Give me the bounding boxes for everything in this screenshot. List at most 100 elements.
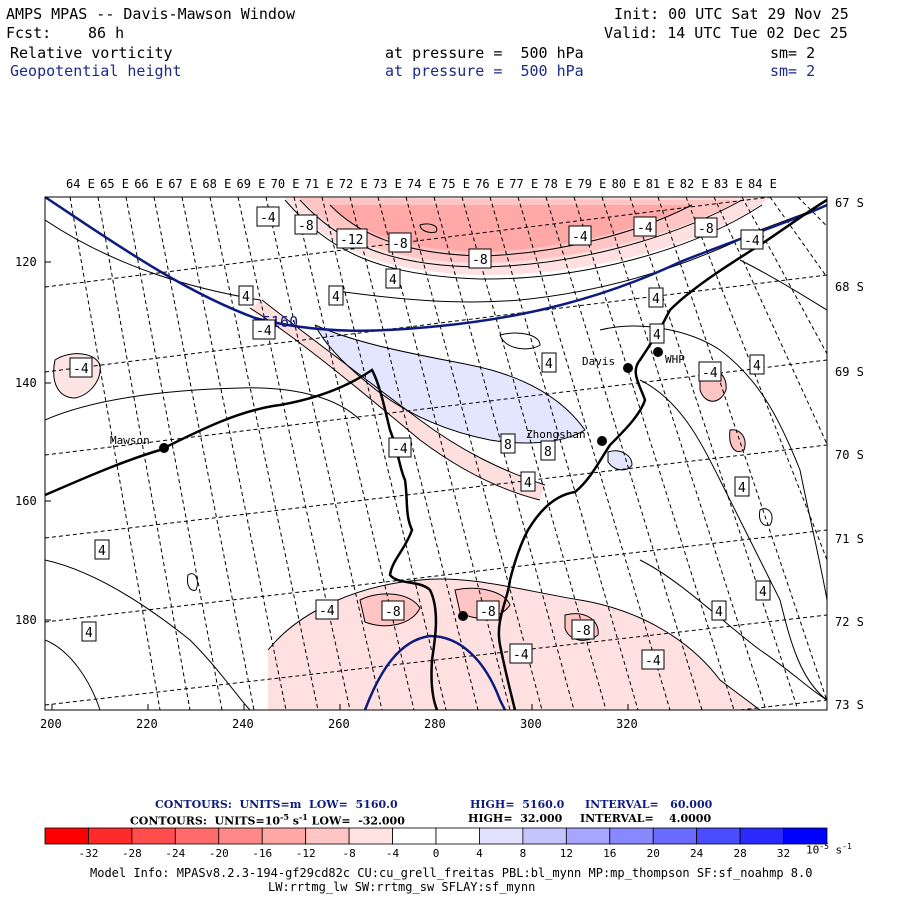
latitude-label: 71 S bbox=[835, 532, 864, 546]
colorbar-swatch bbox=[739, 827, 784, 845]
vorticity-label: -4 bbox=[572, 230, 588, 245]
vorticity-label: 4 bbox=[738, 481, 746, 496]
latitude-label: 68 S bbox=[835, 280, 864, 294]
field2-level: at pressure = 500 hPa bbox=[385, 62, 584, 80]
vorticity-label: -8 bbox=[385, 605, 401, 620]
colorbar-unit-s: s bbox=[828, 843, 843, 857]
x-tick-label: 280 bbox=[424, 717, 446, 730]
longitude-label: 74 E bbox=[407, 177, 436, 191]
longitude-label: 76 E bbox=[475, 177, 504, 191]
vorticity-label: 4 bbox=[85, 626, 93, 641]
vorticity-label: 4 bbox=[389, 273, 397, 288]
vorticity-shade-neg bbox=[250, 300, 545, 500]
valid-time: Valid: 14 UTC Tue 02 Dec 25 bbox=[604, 24, 848, 42]
vorticity-label: 4 bbox=[652, 292, 660, 307]
colorbar-swatch bbox=[392, 827, 437, 845]
model-info-line2: LW:rrtmg_lw SW:rrtmg_sw SFLAY:sf_mynn bbox=[268, 880, 536, 894]
field1-level: at pressure = 500 hPa bbox=[385, 44, 584, 62]
colorbar-swatch bbox=[348, 827, 393, 845]
forecast-hour: 86 h bbox=[88, 24, 125, 42]
longitude-label: 80 E bbox=[612, 177, 641, 191]
station-marker-zhongshan bbox=[597, 436, 607, 446]
colorbar-tick-label: -28 bbox=[122, 847, 142, 860]
vorticity-label-box bbox=[94, 539, 110, 560]
vorticity-label: 4 bbox=[98, 544, 106, 559]
longitude-label: 65 E bbox=[100, 177, 129, 191]
colorbar-tick-label: -12 bbox=[296, 847, 316, 860]
vorticity-low: LOW= -32.000 bbox=[307, 814, 405, 828]
vorticity-label: -4 bbox=[637, 221, 653, 236]
vorticity-label-box bbox=[381, 600, 405, 621]
coastline bbox=[498, 644, 517, 710]
vorticity-label: 4 bbox=[715, 605, 723, 620]
vorticity-units-exp: -5 bbox=[280, 812, 289, 822]
longitude-labels: 64 E 65 E 66 E 67 E 68 E 69 E 70 E 71 E 72 E 73 E… bbox=[66, 177, 777, 191]
vorticity-label-box bbox=[694, 217, 718, 238]
vorticity-label: 4 bbox=[242, 290, 250, 305]
vorticity-label: -4 bbox=[513, 648, 529, 663]
station-marker-inland bbox=[458, 611, 468, 621]
vorticity-label-box bbox=[328, 285, 344, 306]
field2-name: Geopotential height bbox=[10, 62, 182, 80]
latitude-labels: 67 S 68 S 69 S 70 S 71 S 72 S 73 S bbox=[835, 196, 864, 712]
colorbar-tick-label: 4 bbox=[476, 847, 483, 860]
vorticity-shade-pos bbox=[608, 450, 632, 470]
field1-name: Relative vorticity bbox=[10, 44, 173, 62]
latitude-label: 70 S bbox=[835, 448, 864, 462]
map-title: AMPS MPAS -- Davis-Mawson Window bbox=[6, 5, 295, 23]
colorbar-tick-label: 32 bbox=[777, 847, 790, 860]
colorbar-tick-label: -4 bbox=[386, 847, 400, 860]
vorticity-label-box bbox=[740, 229, 764, 250]
vorticity-label: -8 bbox=[298, 219, 314, 234]
vorticity-label-box bbox=[69, 357, 93, 378]
colorbar-swatch bbox=[131, 827, 176, 845]
longitude-label: 73 E bbox=[373, 177, 402, 191]
height-contour-units: CONTOURS: UNITS=m LOW= 5160.0 bbox=[155, 798, 398, 811]
colorbar-tick-label: -20 bbox=[209, 847, 229, 860]
vorticity-label-box bbox=[541, 352, 557, 373]
longitude-label: 79 E bbox=[578, 177, 607, 191]
vorticity-label-box bbox=[734, 476, 750, 497]
colorbar-swatch bbox=[261, 827, 307, 845]
vorticity-label: 4 bbox=[759, 585, 767, 600]
longitude-label: 71 E bbox=[305, 177, 334, 191]
height-contour-interval: INTERVAL= 60.000 bbox=[585, 798, 713, 811]
colorbar-tick-label: 24 bbox=[690, 847, 704, 860]
vorticity-label-box bbox=[476, 600, 500, 621]
longitude-label: 72 E bbox=[339, 177, 368, 191]
colorbar-tick-label: -8 bbox=[342, 847, 355, 860]
longitude-label: 66 E bbox=[134, 177, 163, 191]
graticule bbox=[45, 197, 827, 710]
vorticity-label-box bbox=[81, 621, 97, 642]
colorbar-unit-base: 10 bbox=[806, 843, 820, 857]
vorticity-label: 4 bbox=[753, 359, 761, 374]
latitude-label: 67 S bbox=[835, 196, 864, 210]
x-tick-label: 300 bbox=[520, 717, 542, 730]
field1-smoothing: sm= 2 bbox=[770, 44, 816, 62]
station-marker-davis bbox=[623, 363, 633, 373]
latitude-label: 72 S bbox=[835, 615, 864, 629]
longitude-label: 64 E bbox=[66, 177, 95, 191]
vorticity-label: -4 bbox=[260, 211, 276, 226]
vorticity-label: 4 bbox=[545, 357, 553, 372]
vorticity-shade-neg bbox=[729, 429, 746, 452]
longitude-label: 67 E bbox=[168, 177, 197, 191]
y-tick-label: 180 bbox=[15, 613, 37, 627]
vorticity-label-box bbox=[256, 206, 280, 227]
station-marker-whp bbox=[653, 347, 663, 357]
station-label-davis: Davis bbox=[582, 355, 615, 368]
vorticity-label: -4 bbox=[744, 234, 760, 249]
height-contour-high: HIGH= 5160.0 bbox=[470, 798, 565, 811]
colorbar-tick-label: -32 bbox=[79, 847, 99, 860]
vorticity-label-box bbox=[755, 580, 771, 601]
vorticity-label-box bbox=[648, 287, 664, 308]
vorticity-label-box bbox=[294, 214, 318, 235]
colorbar-tick-label: 12 bbox=[560, 847, 573, 860]
y-tick-label: 120 bbox=[15, 255, 37, 269]
y-tick-label: 160 bbox=[15, 494, 37, 508]
colorbar-unit: 10-5 s-1 bbox=[806, 842, 852, 857]
vorticity-label-box bbox=[385, 268, 401, 289]
colorbar-tick-label: -16 bbox=[252, 847, 272, 860]
vorticity-label: -8 bbox=[698, 222, 714, 237]
vorticity-label-box bbox=[749, 354, 765, 375]
